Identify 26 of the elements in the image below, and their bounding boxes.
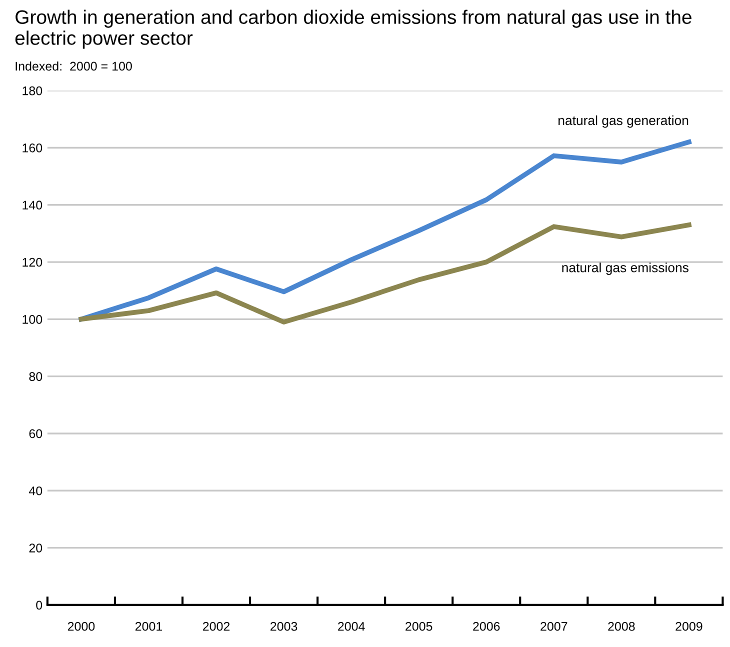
x-tick-label: 2008	[608, 622, 635, 631]
y-tick-label: 100	[22, 314, 42, 324]
x-tick-label: 2001	[135, 622, 162, 631]
y-tick-label: 60	[29, 429, 42, 438]
y-tick-label: 80	[29, 372, 42, 381]
x-tick-label: 2002	[202, 622, 230, 631]
x-tick-label: 2004	[338, 622, 365, 631]
x-tick-label: 2009	[676, 622, 702, 631]
y-tick-label: 120	[22, 258, 42, 267]
x-tick-label: 2007	[540, 622, 568, 631]
y-tick-label: 0	[36, 600, 42, 610]
x-tick-label: 2006	[473, 622, 500, 631]
series-label: natural gas generation	[558, 115, 688, 128]
y-tick-label: 140	[22, 200, 42, 210]
x-tick-label: 2003	[270, 622, 298, 631]
text: natural gas emissions	[562, 262, 688, 275]
y-tick-label: 180	[22, 86, 42, 96]
line-series	[78, 140, 692, 322]
chart-title: Growth in generation and carbon dioxide emissions from natural gas use in the electric power sector	[15, 10, 692, 49]
x-tick-label: 2005	[406, 622, 432, 631]
chart-subtitle: Indexed: 2000 = 100	[16, 61, 132, 71]
y-tick-label: 20	[29, 544, 42, 552]
y-tick-label: 160	[22, 144, 42, 152]
y-tick-label: 40	[28, 486, 42, 496]
x-tick-label: 2000	[68, 622, 95, 631]
line-series	[78, 222, 692, 324]
